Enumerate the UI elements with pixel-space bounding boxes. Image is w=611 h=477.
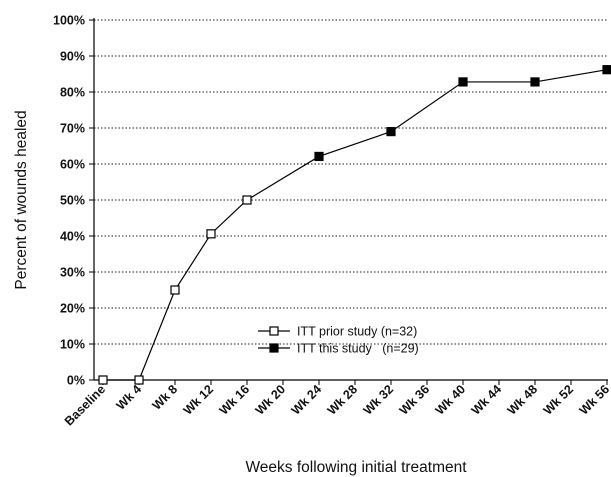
series-line xyxy=(103,69,608,381)
y-tick-label: 100% xyxy=(53,14,85,28)
y-axis-title: Percent of wounds healed xyxy=(13,110,30,289)
legend-label-this-study: ITT this study (n=29) xyxy=(297,342,419,356)
data-point-this-study xyxy=(386,126,396,137)
x-tick-label: Wk 8 xyxy=(150,382,181,413)
data-point-prior-study xyxy=(242,195,252,205)
grid-lines xyxy=(94,19,608,345)
legend-label-prior-study: ITT prior study (n=32) xyxy=(297,325,417,339)
y-tick-label: 60% xyxy=(60,158,85,172)
data-point-prior-study xyxy=(98,375,108,385)
x-tick-label: Wk 16 xyxy=(217,382,252,417)
y-tick-label: 90% xyxy=(60,50,85,64)
axes xyxy=(89,18,608,385)
data-point-this-study xyxy=(458,77,468,87)
x-tick-label: Wk 20 xyxy=(253,382,288,417)
x-tick-label: Baseline xyxy=(62,382,108,428)
legend-marker-prior-study xyxy=(269,326,279,336)
y-tick-labels: 0% 10% 20% 30% 40% 50% 60% 70% 80% 90% 100% xyxy=(53,14,85,388)
x-tick-label: Wk 40 xyxy=(433,382,468,417)
data-point-this-study xyxy=(530,77,540,87)
y-tick-label: 20% xyxy=(60,302,85,316)
x-tick-label: Wk 36 xyxy=(397,382,432,417)
x-tick-label: Wk 52 xyxy=(541,382,576,417)
x-tick-label: Wk 56 xyxy=(577,382,611,417)
y-tick-label: 0% xyxy=(67,374,85,388)
x-tick-label: Wk 32 xyxy=(361,382,396,417)
data-point-this-study xyxy=(602,65,611,75)
series-lines xyxy=(103,69,608,381)
data-point-prior-study xyxy=(170,285,180,295)
x-tick-labels: Baseline Wk 4 Wk 8 Wk 12 Wk 16 Wk 20 Wk 24 Wk 2… xyxy=(62,382,611,428)
y-tick-label: 30% xyxy=(60,266,85,280)
y-tick-label: 80% xyxy=(60,86,85,100)
x-tick-label: Wk 4 xyxy=(114,382,145,413)
legend: ITT prior study (n=32) ITT this study (n=… xyxy=(258,325,419,356)
data-point-prior-study xyxy=(206,229,216,239)
y-tick-label: 50% xyxy=(60,194,85,208)
x-tick-label: Wk 12 xyxy=(181,382,216,417)
data-point-this-study xyxy=(314,151,324,162)
data-point-prior-study xyxy=(134,375,144,385)
legend-marker-this-study xyxy=(269,343,279,353)
x-tick-label: Wk 44 xyxy=(469,382,504,417)
y-tick-label: 70% xyxy=(60,122,85,136)
y-tick-label: 40% xyxy=(60,230,85,244)
x-tick-label: Wk 24 xyxy=(289,382,324,417)
x-tick-label: Wk 48 xyxy=(505,382,540,417)
series-markers xyxy=(98,65,611,385)
y-tick-label: 10% xyxy=(60,338,85,352)
x-tick-label: Wk 28 xyxy=(325,382,360,417)
x-axis-title: Weeks following initial treatment xyxy=(245,459,467,476)
